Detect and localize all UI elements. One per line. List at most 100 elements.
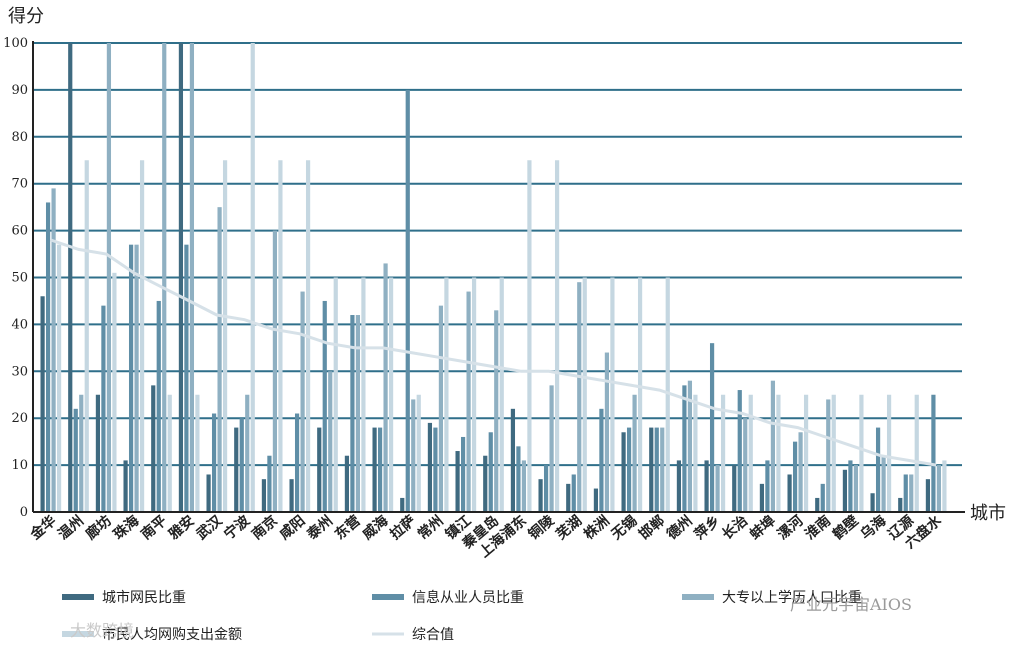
bar [842, 469, 848, 512]
bar [527, 160, 532, 512]
bar [654, 427, 659, 512]
x-tick-label: 常州 [414, 512, 446, 543]
bar [604, 352, 610, 512]
x-tick-label: 东营 [331, 512, 363, 543]
bar [798, 432, 803, 512]
bar [488, 432, 493, 512]
bar [333, 277, 338, 512]
bar [931, 394, 936, 512]
x-tick-label: 宁波 [221, 511, 254, 543]
x-tick-label: 雅安 [165, 512, 197, 543]
bar [676, 460, 682, 512]
legend-label: 市民人均网购支出金额 [102, 626, 242, 643]
bar [217, 207, 222, 512]
bar [438, 305, 444, 512]
bar [693, 394, 698, 512]
bar [167, 394, 172, 512]
bar [139, 160, 145, 512]
y-tick-label: 20 [11, 411, 28, 426]
bar [278, 160, 283, 512]
bar [40, 296, 45, 512]
bar [494, 310, 499, 512]
bar [942, 460, 947, 512]
bar [626, 427, 632, 512]
bar [875, 427, 881, 512]
x-tick-label: 南京 [248, 512, 280, 543]
bars-layer [40, 43, 947, 513]
bar [704, 460, 709, 512]
bar [466, 291, 471, 512]
bar [936, 465, 942, 512]
bar [416, 394, 421, 512]
bar [820, 483, 825, 512]
bar [377, 427, 383, 512]
x-tick-label: 长治 [719, 512, 751, 543]
bar [272, 230, 278, 512]
bar [178, 43, 184, 512]
bar [289, 479, 294, 512]
bar [151, 385, 156, 512]
bar [687, 380, 693, 512]
bar [134, 244, 139, 513]
bar [632, 394, 637, 512]
bar [826, 399, 831, 512]
x-tick-label: 邯郸 [636, 512, 668, 543]
bar [427, 422, 433, 512]
bar [245, 394, 250, 512]
bar [222, 160, 228, 512]
x-tick-label: 南平 [138, 512, 170, 543]
bar [355, 315, 361, 512]
x-tick-label: 威海 [359, 512, 391, 543]
bar [106, 43, 112, 512]
bar [300, 291, 305, 512]
bar [261, 479, 267, 512]
bar [73, 408, 78, 512]
bar [715, 465, 720, 512]
y-axis-title: 得分 [8, 6, 44, 27]
bar [776, 394, 781, 512]
bar [566, 483, 571, 512]
bar [123, 460, 128, 512]
bar [84, 160, 89, 512]
legend-swatch [62, 594, 94, 600]
bar [554, 160, 560, 512]
x-tick-label: 淮南 [802, 512, 834, 543]
bar [267, 455, 272, 512]
bar [206, 474, 211, 512]
bar [56, 244, 62, 513]
y-tick-label: 70 [11, 177, 28, 192]
bar [101, 305, 106, 512]
watermark-right: 产业元宇宙AIOS [790, 595, 912, 614]
x-tick-label: 漯河 [774, 512, 806, 543]
bar [521, 460, 527, 512]
bar [886, 394, 892, 512]
bar [571, 474, 576, 512]
bar [162, 43, 167, 512]
bar [516, 446, 521, 512]
legend-swatch [62, 631, 94, 637]
bar [510, 408, 516, 512]
y-tick-label: 40 [11, 317, 28, 332]
bar [637, 277, 643, 512]
series-line-composite [50, 238, 937, 467]
bar [499, 277, 504, 512]
bar [665, 277, 670, 512]
x-tick-label: 萍乡 [691, 512, 723, 543]
bar [433, 427, 438, 512]
x-tick-label: 武汉 [193, 511, 226, 543]
legend-swatch [372, 594, 404, 600]
bar [909, 474, 914, 512]
bar [599, 408, 604, 512]
bar [815, 497, 820, 512]
bar [383, 263, 388, 512]
bar [239, 418, 244, 512]
bar [582, 277, 587, 512]
x-tick-label: 拉萨 [387, 512, 419, 543]
bar [649, 427, 654, 512]
x-tick-label: 泰州 [303, 512, 336, 544]
bar [732, 465, 737, 512]
bar [898, 497, 903, 512]
bar [350, 315, 355, 512]
x-tick-label: 乌海 [857, 512, 889, 543]
bar [881, 455, 886, 512]
